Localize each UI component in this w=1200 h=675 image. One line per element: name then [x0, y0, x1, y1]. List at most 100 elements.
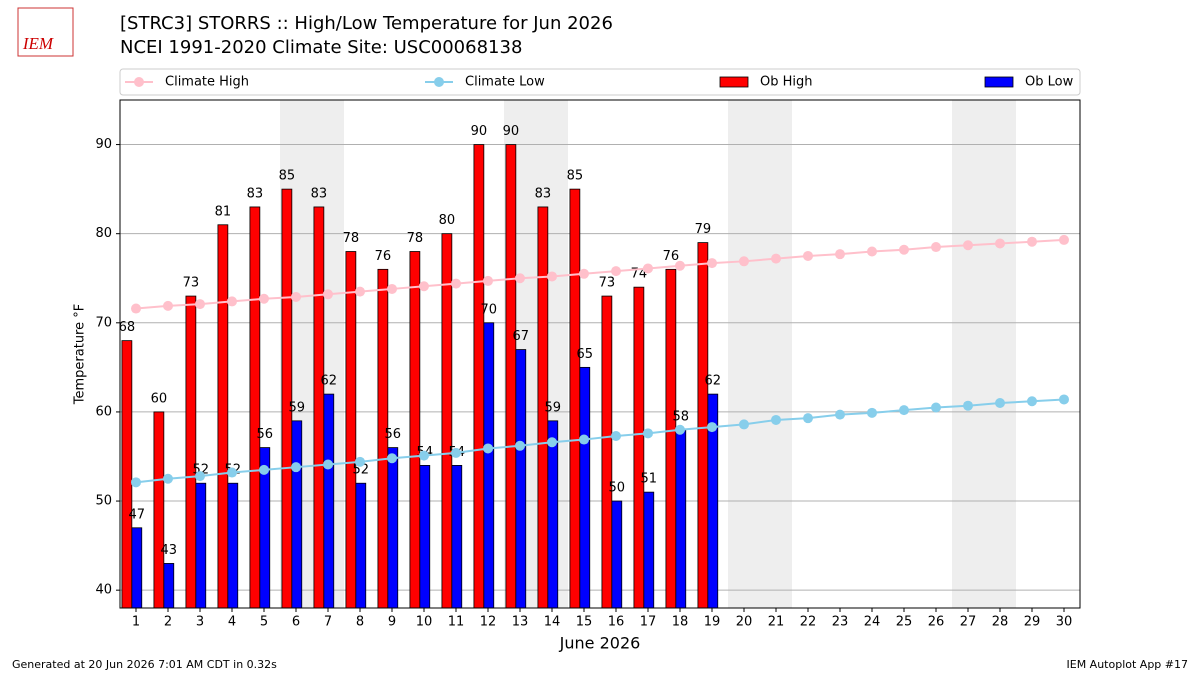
- x-tick-label: 26: [928, 615, 945, 630]
- climate-marker: [515, 273, 525, 284]
- climate-marker: [227, 296, 237, 307]
- bar: [451, 465, 463, 609]
- bar: [675, 429, 687, 609]
- climate-marker: [899, 244, 909, 255]
- climate-marker: [163, 300, 173, 311]
- bar-value-label: 58: [673, 409, 690, 424]
- climate-marker: [355, 456, 365, 467]
- x-tick-label: 23: [832, 615, 849, 630]
- x-tick-label: 5: [260, 615, 268, 630]
- y-tick-label: 90: [95, 137, 112, 152]
- climate-marker: [675, 424, 685, 435]
- legend-marker: [134, 77, 144, 87]
- climate-marker: [995, 398, 1005, 409]
- x-tick-label: 13: [512, 615, 529, 630]
- bar-value-label: 59: [545, 400, 562, 415]
- climate-marker: [675, 260, 685, 271]
- bar-value-label: 76: [663, 249, 680, 264]
- climate-line: [135, 398, 1065, 484]
- climate-marker: [547, 271, 557, 282]
- climate-marker: [291, 291, 301, 302]
- climate-marker: [131, 477, 141, 488]
- bar-value-label: 80: [439, 213, 456, 228]
- x-tick-label: 25: [896, 615, 913, 630]
- x-tick-label: 14: [544, 615, 561, 630]
- climate-marker: [579, 434, 589, 445]
- bar-value-label: 76: [375, 249, 392, 264]
- footer-right: IEM Autoplot App #17: [1067, 658, 1189, 671]
- y-tick-label: 60: [95, 404, 112, 419]
- climate-marker: [771, 253, 781, 264]
- bar-value-label: 43: [161, 543, 178, 558]
- climate-marker: [419, 450, 429, 461]
- bar: [153, 411, 165, 609]
- weekend-shade: [984, 100, 1016, 608]
- climate-marker: [707, 422, 717, 433]
- bar: [355, 482, 367, 609]
- bar-value-label: 50: [609, 481, 626, 496]
- bar: [633, 286, 645, 609]
- bar: [665, 268, 677, 609]
- x-tick-label: 8: [356, 615, 364, 630]
- bar-value-label: 52: [353, 463, 370, 478]
- climate-marker: [931, 402, 941, 413]
- climate-marker: [195, 299, 205, 310]
- bar: [281, 188, 293, 609]
- bar-value-label: 67: [513, 329, 530, 344]
- climate-marker: [259, 464, 269, 475]
- chart-subtitle: NCEI 1991-2020 Climate Site: USC00068138: [120, 37, 522, 58]
- bar: [163, 563, 175, 609]
- bar-value-label: 62: [705, 374, 722, 389]
- logo-frame: [17, 7, 74, 57]
- bar-value-label: 79: [695, 222, 712, 237]
- bar: [697, 242, 709, 609]
- bar: [121, 340, 133, 609]
- bar: [409, 251, 421, 609]
- bar-value-label: 83: [247, 186, 264, 201]
- legend-label: Climate High: [165, 75, 249, 90]
- bar-value-label: 81: [215, 204, 232, 219]
- bar: [323, 393, 335, 609]
- bar: [441, 233, 453, 609]
- weekend-shade: [760, 100, 792, 608]
- legend-label: Ob Low: [1025, 75, 1074, 90]
- bar: [515, 349, 527, 609]
- climate-marker: [611, 430, 621, 441]
- climate-marker: [963, 240, 973, 251]
- x-tick-label: 11: [448, 615, 465, 630]
- x-tick-label: 1: [132, 615, 140, 630]
- bar-value-label: 85: [279, 169, 296, 184]
- bar-value-label: 47: [129, 507, 146, 522]
- bar: [227, 482, 239, 609]
- x-tick-label: 24: [864, 615, 881, 630]
- weekend-shade: [728, 100, 760, 608]
- bar: [313, 206, 325, 609]
- x-tick-label: 12: [480, 615, 497, 630]
- climate-marker: [259, 293, 269, 304]
- x-tick-label: 22: [800, 615, 817, 630]
- legend-marker: [434, 77, 444, 87]
- bar: [483, 322, 495, 609]
- climate-marker: [1027, 396, 1037, 407]
- climate-marker: [515, 440, 525, 451]
- climate-marker: [387, 283, 397, 294]
- bar: [345, 251, 357, 609]
- bar: [611, 500, 623, 609]
- climate-marker: [291, 462, 301, 473]
- bar: [579, 366, 591, 609]
- bar-value-label: 51: [641, 472, 658, 487]
- y-tick-label: 80: [95, 226, 112, 241]
- x-tick-label: 10: [416, 615, 433, 630]
- climate-marker: [1027, 236, 1037, 247]
- bar: [643, 491, 655, 609]
- bar: [185, 295, 197, 609]
- y-tick-label: 40: [95, 583, 112, 598]
- climate-marker: [483, 443, 493, 454]
- legend-frame: [119, 68, 1081, 96]
- bar: [505, 144, 517, 609]
- x-tick-label: 20: [736, 615, 753, 630]
- bar-value-label: 62: [321, 374, 338, 389]
- x-tick-label: 21: [768, 615, 785, 630]
- climate-marker: [899, 405, 909, 416]
- x-tick-label: 16: [608, 615, 625, 630]
